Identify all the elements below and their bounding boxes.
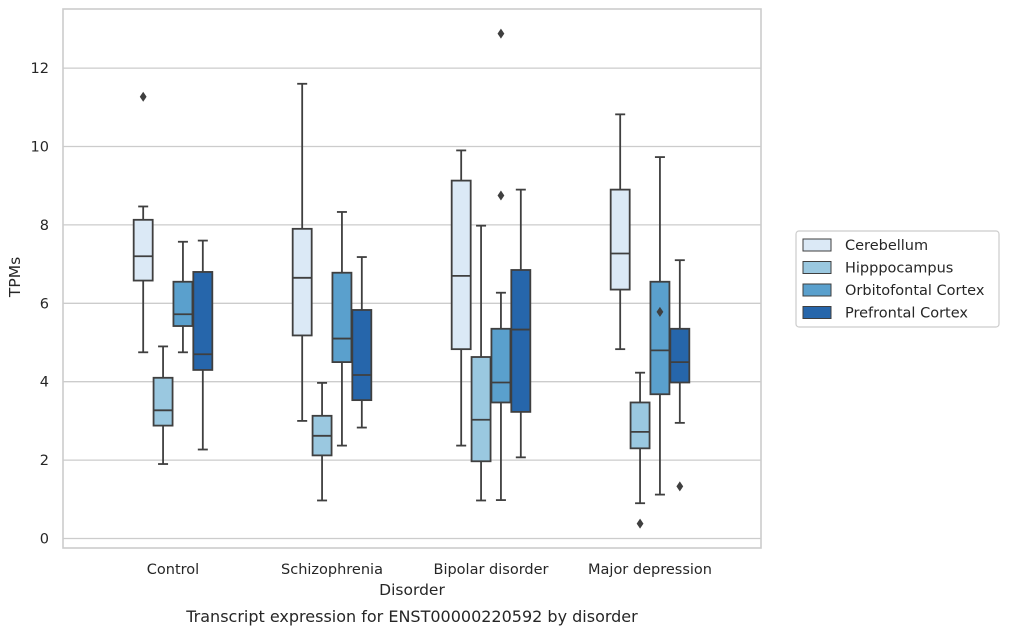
box-prefrontal-cortex	[669, 259, 691, 492]
box-cerebellum	[132, 91, 154, 354]
box-iqr	[192, 271, 214, 371]
box-orbitofontal-cortex	[490, 28, 512, 501]
legend-label: Orbitofontal Cortex	[845, 283, 985, 299]
outlier-point	[656, 306, 664, 317]
y-tick-label: 0	[40, 532, 49, 548]
outlier-point	[497, 28, 505, 39]
y-tick-label: 12	[31, 61, 49, 77]
outlier-point	[139, 91, 147, 102]
legend-swatch	[802, 283, 832, 297]
y-tick-label: 10	[31, 140, 49, 156]
x-tick-labels: Control Schizophrenia Bipolar disorder Majo…	[147, 562, 712, 578]
box-hipppocampus	[311, 381, 333, 502]
box-iqr	[669, 327, 691, 384]
box-iqr	[629, 401, 651, 450]
box-prefrontal-cortex	[192, 239, 214, 451]
y-tick-label: 8	[40, 218, 49, 234]
legend-swatch	[802, 238, 832, 252]
y-tick-label: 6	[40, 296, 49, 312]
box-cerebellum	[291, 82, 313, 422]
box-iqr	[331, 271, 353, 363]
legend: Cerebellum Hipppocampus Orbitofontal Corte…	[795, 230, 1000, 328]
box-cerebellum	[450, 149, 472, 447]
legend-label: Cerebellum	[845, 238, 928, 254]
box-iqr	[609, 188, 631, 291]
y-tick-label: 4	[40, 375, 49, 391]
legend-frame	[795, 230, 1000, 328]
box-iqr	[152, 376, 174, 427]
legend-label: Hipppocampus	[845, 261, 953, 277]
box-hipppocampus	[152, 345, 174, 465]
x-tick-label: Schizophrenia	[281, 562, 383, 578]
box-prefrontal-cortex	[510, 188, 532, 459]
y-tick-label: 2	[40, 453, 49, 469]
box-iqr	[649, 280, 671, 396]
x-tick-label: Major depression	[588, 562, 712, 578]
legend-items: Cerebellum Hipppocampus Orbitofontal Corte…	[802, 238, 985, 322]
x-axis-label: Disorder	[379, 581, 445, 599]
outlier-point	[497, 190, 505, 201]
plot-frame	[62, 8, 762, 549]
outlier-point	[636, 518, 644, 529]
x-tick-label: Bipolar disorder	[434, 562, 549, 578]
box-iqr	[132, 218, 154, 282]
box-cerebellum	[609, 113, 631, 351]
box-layer	[132, 28, 691, 529]
box-iqr	[510, 269, 532, 413]
box-hipppocampus	[470, 224, 492, 502]
box-orbitofontal-cortex	[649, 156, 671, 496]
outlier-point	[676, 481, 684, 492]
box-prefrontal-cortex	[351, 256, 373, 429]
box-iqr	[450, 179, 472, 351]
box-iqr	[291, 227, 313, 337]
legend-label: Prefrontal Cortex	[845, 306, 968, 322]
box-hipppocampus	[629, 371, 651, 529]
box-orbitofontal-cortex	[331, 211, 353, 447]
box-iqr	[172, 280, 194, 327]
y-axis-label: TPMs	[6, 257, 24, 298]
legend-swatch	[802, 306, 832, 319]
box-iqr	[490, 327, 512, 404]
legend-swatch	[802, 261, 832, 274]
y-tick-labels: 0 2 4 6 8 10 12	[31, 61, 49, 547]
chart-caption: Transcript expression for ENST0000022059…	[185, 607, 638, 626]
x-tick-label: Control	[147, 562, 199, 578]
box-iqr	[470, 356, 492, 463]
box-iqr	[351, 309, 373, 402]
